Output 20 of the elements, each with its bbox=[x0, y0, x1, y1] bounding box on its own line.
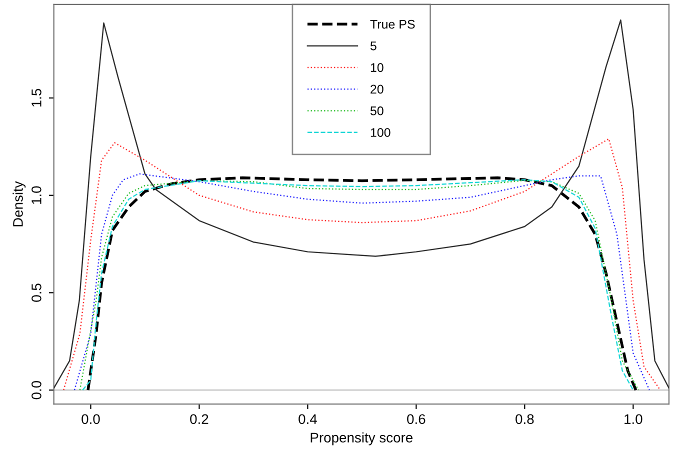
x-tick-label: 0.8 bbox=[516, 414, 534, 424]
legend-label: 100 bbox=[370, 128, 390, 137]
x-axis-title: Propensity score bbox=[310, 432, 413, 446]
x-tick-label: 0.6 bbox=[407, 414, 426, 424]
y-tick-label: 1.5 bbox=[32, 88, 42, 107]
y-tick-label: 0.0 bbox=[32, 380, 42, 400]
y-tick-label: 0.5 bbox=[32, 284, 42, 302]
x-tick-label: 0.2 bbox=[190, 414, 208, 424]
legend-label: 5 bbox=[370, 42, 376, 50]
y-axis-title: Density bbox=[12, 181, 26, 226]
x-tick-label: 0.4 bbox=[298, 414, 317, 424]
legend-label: 10 bbox=[370, 63, 384, 72]
line-series bbox=[62, 138, 661, 391]
legend-label: 20 bbox=[370, 84, 384, 94]
legend-label: True PS bbox=[370, 20, 415, 29]
line-series bbox=[54, 19, 669, 389]
y-tick-label: 1.0 bbox=[32, 186, 42, 204]
legend-label: 50 bbox=[370, 106, 384, 116]
x-tick-label: 0.0 bbox=[82, 414, 100, 424]
x-tick-label: 1.0 bbox=[624, 414, 642, 424]
